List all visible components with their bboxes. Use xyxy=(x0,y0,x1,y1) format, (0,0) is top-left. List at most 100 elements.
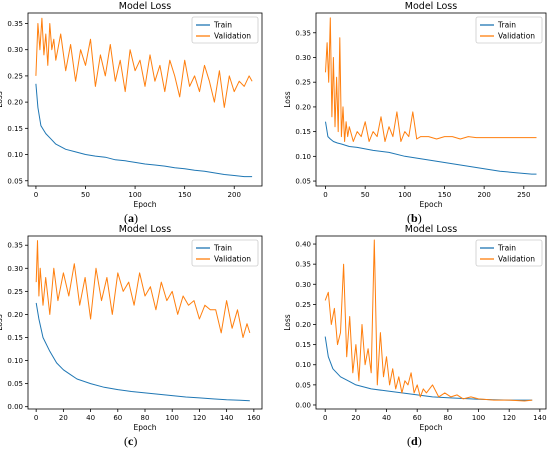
series-line-validation xyxy=(35,240,251,338)
x-tick-label: 50 xyxy=(361,191,370,199)
series-line-validation xyxy=(324,239,533,402)
chart-d: Model Loss 0 20 40 60 80 100 120 140 0.00 0.05 0.10… xyxy=(283,224,547,432)
legend-label: Validation xyxy=(214,32,251,41)
legend-label: Validation xyxy=(498,32,535,41)
chart-a: Model Loss 0 50 100 150 200 0.05 0.10 0.15 0.20 0.… xyxy=(0,1,263,209)
y-axis-label: Loss xyxy=(283,91,292,108)
x-axis-label: Epoch xyxy=(134,423,157,432)
y-tick-label: 0.30 xyxy=(295,54,311,62)
y-tick-label: 0.10 xyxy=(7,357,23,365)
y-tick-label: 0.05 xyxy=(295,381,311,389)
chart-b: Model Loss 0 50 100 150 200 250 0.05 0.10 0.15 0.2… xyxy=(283,1,547,209)
series-line-validation xyxy=(325,17,537,142)
legend-label: Validation xyxy=(214,255,251,264)
x-axis-label: Epoch xyxy=(134,200,157,209)
legend-label: Train xyxy=(213,21,232,30)
axes-frame xyxy=(27,12,263,187)
x-tick-label: 60 xyxy=(413,414,422,422)
y-axis-label: Loss xyxy=(0,91,4,108)
legend-label: Train xyxy=(497,244,516,253)
y-tick-label: 0.20 xyxy=(7,99,23,107)
y-tick-label: 0.15 xyxy=(7,125,23,133)
axes-frame xyxy=(315,235,547,410)
x-tick-label: 40 xyxy=(86,414,95,422)
caption-c: (c) xyxy=(124,434,138,448)
x-tick-label: 0 xyxy=(34,191,38,199)
x-tick-label: 150 xyxy=(178,191,191,199)
chart-title: Model Loss xyxy=(405,224,457,235)
x-tick-label: 80 xyxy=(141,414,150,422)
x-tick-label: 20 xyxy=(59,414,68,422)
y-tick-label: 0.10 xyxy=(295,153,311,161)
x-tick-label: 250 xyxy=(517,191,530,199)
y-tick-label: 0.20 xyxy=(295,321,311,329)
x-tick-label: 140 xyxy=(533,414,546,422)
y-tick-label: 0.05 xyxy=(295,178,311,186)
x-tick-label: 100 xyxy=(472,414,485,422)
y-tick-label: 0.15 xyxy=(7,334,23,342)
x-tick-label: 20 xyxy=(351,414,360,422)
y-tick-label: 0.25 xyxy=(7,288,23,296)
series-line-validation xyxy=(35,17,253,108)
x-tick-label: 100 xyxy=(128,191,141,199)
caption-b: (b) xyxy=(407,211,422,225)
legend: Train Validation xyxy=(475,239,543,267)
y-tick-label: 0.35 xyxy=(7,242,23,250)
chart-title: Model Loss xyxy=(119,1,171,12)
x-tick-label: 0 xyxy=(323,414,327,422)
caption-d: (d) xyxy=(407,434,422,448)
y-axis-label: Loss xyxy=(283,314,292,331)
y-axis-label: Loss xyxy=(0,314,4,331)
x-tick-label: 100 xyxy=(166,414,179,422)
y-tick-label: 0.15 xyxy=(295,341,311,349)
caption-a: (a) xyxy=(124,211,138,225)
y-tick-label: 0.25 xyxy=(295,79,311,87)
legend-label: Train xyxy=(213,244,232,253)
chart-c: Model Loss 0 20 40 60 80 100 120 140 160 0.00 0.05 0… xyxy=(0,224,263,432)
x-tick-label: 100 xyxy=(398,191,411,199)
x-tick-label: 200 xyxy=(228,191,241,199)
x-axis-label: Epoch xyxy=(420,423,443,432)
x-tick-label: 160 xyxy=(247,414,260,422)
legend: Train Validation xyxy=(475,16,543,44)
legend: Train Validation xyxy=(191,239,259,267)
y-tick-label: 0.00 xyxy=(295,401,311,409)
series-line-train xyxy=(35,83,253,178)
chart-title: Model Loss xyxy=(405,1,457,12)
x-tick-label: 200 xyxy=(477,191,490,199)
y-tick-label: 0.40 xyxy=(295,241,311,249)
y-tick-label: 0.30 xyxy=(295,281,311,289)
y-tick-label: 0.35 xyxy=(7,20,23,28)
y-tick-label: 0.35 xyxy=(295,29,311,37)
x-tick-label: 80 xyxy=(443,414,452,422)
y-tick-label: 0.30 xyxy=(7,265,23,273)
x-tick-label: 150 xyxy=(438,191,451,199)
x-tick-label: 50 xyxy=(81,191,90,199)
series-line-train xyxy=(35,302,250,402)
y-tick-label: 0.25 xyxy=(295,301,311,309)
x-tick-label: 120 xyxy=(503,414,516,422)
legend-label: Validation xyxy=(498,255,535,264)
x-tick-label: 40 xyxy=(382,414,391,422)
legend-label: Train xyxy=(497,21,516,30)
y-tick-label: 0.20 xyxy=(295,103,311,111)
y-tick-label: 0.10 xyxy=(295,361,311,369)
y-tick-label: 0.20 xyxy=(7,311,23,319)
x-tick-label: 0 xyxy=(34,414,38,422)
axes-frame xyxy=(315,12,547,187)
y-tick-label: 0.05 xyxy=(7,177,23,185)
x-tick-label: 140 xyxy=(220,414,233,422)
series-line-train xyxy=(325,121,537,175)
legend: Train Validation xyxy=(191,16,259,44)
chart-title: Model Loss xyxy=(119,224,171,235)
y-tick-label: 0.35 xyxy=(295,261,311,269)
x-tick-label: 120 xyxy=(193,414,206,422)
y-tick-label: 0.05 xyxy=(7,380,23,388)
y-tick-label: 0.10 xyxy=(7,151,23,159)
x-tick-label: 0 xyxy=(323,191,327,199)
y-tick-label: 0.25 xyxy=(7,72,23,80)
y-tick-label: 0.15 xyxy=(295,128,311,136)
y-tick-label: 0.30 xyxy=(7,46,23,54)
x-tick-label: 60 xyxy=(113,414,122,422)
